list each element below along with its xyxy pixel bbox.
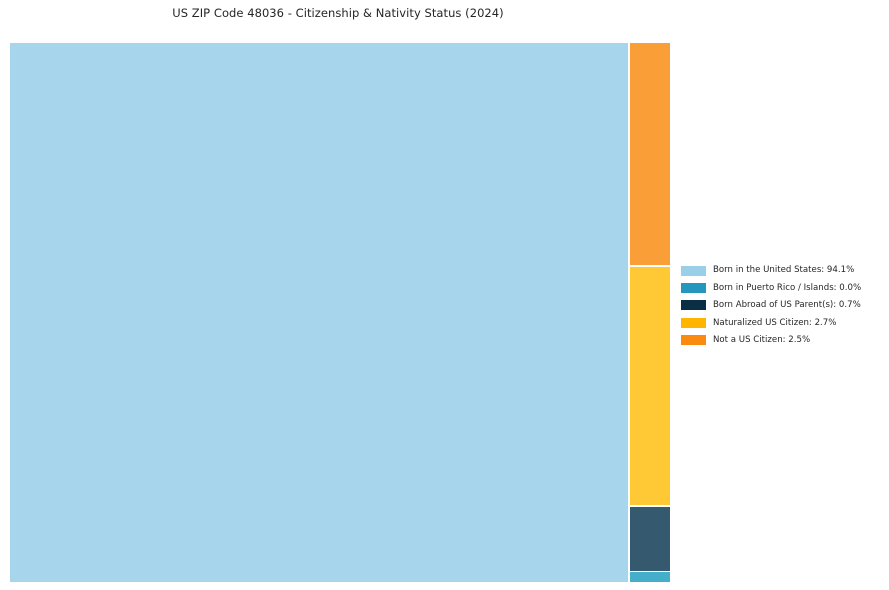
treemap-tile[interactable] [630,507,670,571]
legend-swatch-icon [681,265,706,276]
legend-item-label: Not a US Citizen: 2.5% [713,334,811,345]
legend-item-label: Born in Puerto Rico / Islands: 0.0% [713,282,862,293]
treemap-tile[interactable] [10,43,628,582]
treemap-tile[interactable] [630,267,670,505]
treemap-plot-area [10,43,670,582]
legend-item-label: Born in the United States: 94.1% [713,265,855,276]
treemap-tile[interactable] [630,43,670,265]
legend-swatch-icon [681,335,706,346]
treemap-tile[interactable] [630,572,670,582]
legend-item-label: Naturalized US Citizen: 2.7% [713,317,837,328]
legend-swatch-icon [681,300,706,311]
legend-item-label: Born Abroad of US Parent(s): 0.7% [713,300,861,311]
chart-title: US ZIP Code 48036 - Citizenship & Nativi… [172,6,504,20]
legend-item[interactable]: Born in Puerto Rico / Islands: 0.0% [681,279,886,296]
legend-item[interactable]: Naturalized US Citizen: 2.7% [681,314,886,331]
legend-item[interactable]: Born in the United States: 94.1% [681,262,886,279]
legend-item[interactable]: Not a US Citizen: 2.5% [681,332,886,349]
legend-item[interactable]: Born Abroad of US Parent(s): 0.7% [681,297,886,314]
legend-swatch-icon [681,317,706,328]
legend-swatch-icon [681,283,706,294]
chart-legend: Born in the United States: 94.1% Born in … [681,262,886,349]
